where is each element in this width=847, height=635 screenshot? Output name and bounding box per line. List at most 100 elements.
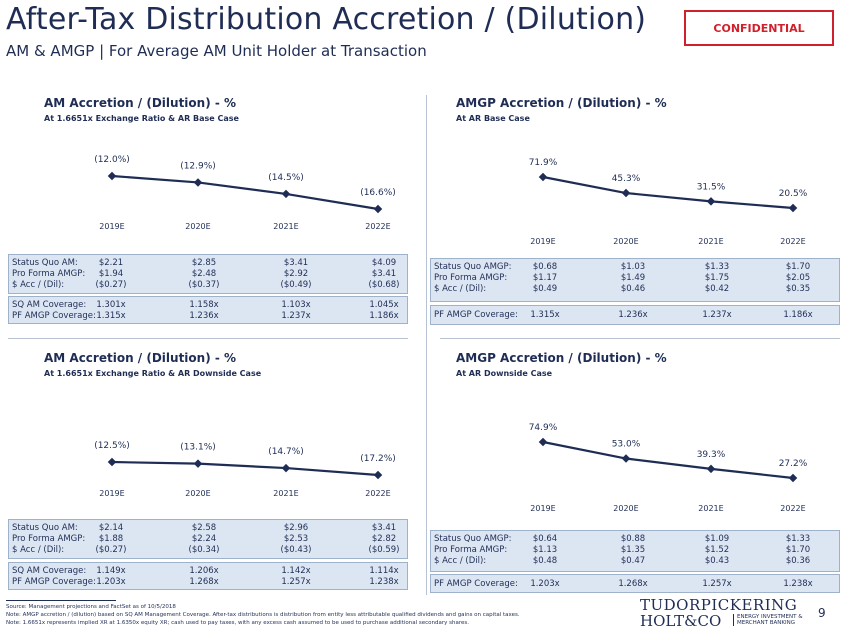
panel-title: AM Accretion / (Dilution) - % — [44, 351, 237, 365]
row-value: $2.14 — [98, 523, 124, 533]
row-label: Status Quo AMGP: — [434, 262, 512, 272]
x-tick-label-2020E: 2020E — [613, 237, 638, 246]
x-tick-label-2020E: 2020E — [613, 504, 638, 513]
row-value: $1.88 — [98, 534, 124, 544]
coverage-box: PF AMGP Coverage: 1.315x 1.236x 1.237x 1.186… — [430, 305, 840, 325]
page-subtitle: AM & AMGP | For Average AM Unit Holder a… — [6, 42, 427, 60]
row-label: SQ AM Coverage: — [12, 566, 87, 576]
logo-tagline: ENERGY INVESTMENT & MERCHANT BANKING — [733, 614, 803, 626]
row-value: $2.21 — [98, 258, 124, 268]
data-label-2021E: 39.3% — [697, 450, 726, 460]
logo-line-2: HOLT&CO — [640, 612, 722, 630]
row-value: 1.206x — [189, 566, 219, 576]
row-value: 1.268x — [618, 579, 648, 589]
row-value: 1.315x — [96, 311, 126, 321]
row-value: ($0.68) — [368, 280, 400, 290]
row-value: ($0.59) — [368, 545, 400, 555]
data-label-2022E: (16.6%) — [360, 188, 396, 198]
row-label: $ Acc / (Dil): — [434, 556, 487, 566]
data-point-2022E — [373, 470, 383, 480]
row-value: $1.13 — [532, 545, 558, 555]
row-value: 1.257x — [702, 579, 732, 589]
row-value: $2.82 — [371, 534, 397, 544]
series-line — [111, 174, 379, 211]
row-value: 1.315x — [530, 310, 560, 320]
row-label: Pro Forma AMGP: — [12, 269, 86, 279]
row-value: 1.149x — [96, 566, 126, 576]
row-value: $1.09 — [704, 534, 730, 544]
row-value: ($0.37) — [188, 280, 220, 290]
panel-subtitle: At 1.6651x Exchange Ratio & AR Downside … — [44, 369, 262, 378]
x-tick-label-2021E: 2021E — [698, 237, 723, 246]
row-value: 1.257x — [281, 577, 311, 587]
row-value: ($0.27) — [95, 545, 127, 555]
row-value: $1.94 — [98, 269, 124, 279]
row-value: 1.268x — [189, 577, 219, 587]
row-value: 1.114x — [369, 566, 399, 576]
confidential-badge: CONFIDENTIAL — [684, 10, 834, 46]
vertical-divider — [426, 95, 427, 595]
panel-subtitle: At AR Downside Case — [456, 369, 553, 378]
row-value: $0.42 — [704, 284, 730, 294]
data-point-2021E — [706, 464, 716, 474]
logo-tagline-2: MERCHANT BANKING — [737, 620, 795, 626]
series-line — [542, 175, 794, 210]
data-label-2020E: (13.1%) — [180, 443, 216, 453]
row-value: $0.46 — [620, 284, 646, 294]
data-point-2019E — [538, 437, 548, 447]
row-value: 1.237x — [281, 311, 311, 321]
row-value: $2.85 — [191, 258, 217, 268]
coverage-box: SQ AM Coverage: 1.149x 1.206x 1.142x 1.114x P… — [8, 562, 408, 590]
row-label: $ Acc / (Dil): — [434, 284, 487, 294]
series-line — [111, 460, 379, 477]
row-value: 1.203x — [530, 579, 560, 589]
panel-title: AMGP Accretion / (Dilution) - % — [456, 351, 667, 365]
data-label-2021E: (14.5%) — [268, 173, 304, 183]
footer-note-2: Note: 1.6651x represents implied XR at 1… — [6, 620, 470, 626]
metrics-box: Status Quo AM: $2.21 $2.85 $3.41 $4.09 Pro Fo… — [8, 254, 408, 294]
row-value: 1.103x — [281, 300, 311, 310]
row-value: $0.36 — [785, 556, 811, 566]
metrics-box: Status Quo AMGP: $0.64 $0.88 $1.09 $1.33 Pro … — [430, 530, 840, 572]
row-label: Pro Forma AMGP: — [12, 534, 86, 544]
page-number: 9 — [818, 606, 826, 620]
horizontal-divider-right — [440, 338, 840, 339]
row-value: 1.186x — [369, 311, 399, 321]
row-value: 1.158x — [189, 300, 219, 310]
data-point-2020E — [193, 178, 203, 187]
row-value: ($0.43) — [280, 545, 312, 555]
data-point-2021E — [281, 189, 291, 199]
series-line — [542, 440, 794, 480]
coverage-box: SQ AM Coverage: 1.301x 1.158x 1.103x 1.045x P… — [8, 296, 408, 324]
data-label-2019E: (12.5%) — [94, 441, 130, 451]
x-tick-label-2022E: 2022E — [780, 237, 805, 246]
data-label-2019E: 71.9% — [529, 158, 558, 168]
row-value: $1.75 — [704, 273, 730, 283]
row-value: $4.09 — [371, 258, 397, 268]
x-tick-label-2019E: 2019E — [530, 237, 555, 246]
row-label: Pro Forma AMGP: — [434, 273, 508, 283]
row-value: $1.17 — [532, 273, 558, 283]
row-value: $0.49 — [532, 284, 558, 294]
row-value: $2.24 — [191, 534, 217, 544]
data-label-2019E: (12.0%) — [94, 155, 130, 165]
row-value: ($0.49) — [280, 280, 312, 290]
row-label: PF AMGP Coverage: — [12, 311, 96, 321]
row-value: $0.43 — [704, 556, 730, 566]
row-value: $2.53 — [283, 534, 309, 544]
data-point-2021E — [281, 463, 291, 473]
row-value: $0.88 — [620, 534, 646, 544]
data-label-2021E: (14.7%) — [268, 447, 304, 457]
data-label-2020E: 45.3% — [612, 174, 641, 184]
x-tick-label-2020E: 2020E — [185, 489, 210, 498]
row-value: 1.142x — [281, 566, 311, 576]
row-value: $1.52 — [704, 545, 730, 555]
row-value: 1.186x — [783, 310, 813, 320]
row-label: $ Acc / (Dil): — [12, 280, 65, 290]
coverage-box: PF AMGP Coverage: 1.203x 1.268x 1.257x 1.238… — [430, 574, 840, 593]
x-tick-label-2020E: 2020E — [185, 222, 210, 231]
row-value: 1.238x — [783, 579, 813, 589]
